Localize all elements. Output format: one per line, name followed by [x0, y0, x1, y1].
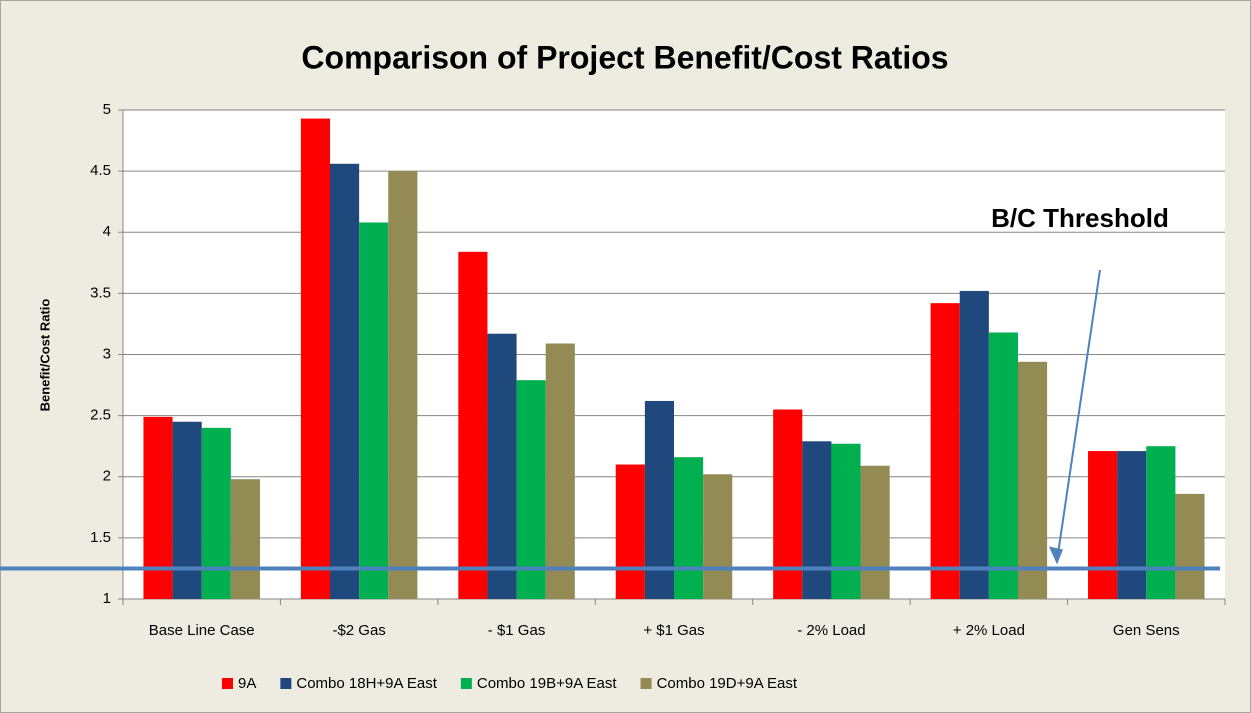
bar: [703, 474, 733, 599]
bar: [516, 380, 546, 599]
legend-label: 9A: [238, 675, 256, 692]
bar: [545, 343, 575, 599]
bar: [143, 416, 173, 599]
y-tick-label: 1: [103, 590, 111, 607]
x-tick-label: + $1 Gas: [643, 622, 704, 639]
x-tick-label: - $1 Gas: [488, 622, 546, 639]
y-axis-label: Benefit/Cost Ratio: [37, 299, 52, 412]
legend-label: Combo 19D+9A East: [657, 675, 798, 692]
y-tick-label: 1.5: [90, 529, 111, 546]
bar: [773, 409, 803, 599]
bar: [388, 171, 418, 599]
y-tick-label: 3: [103, 345, 111, 362]
x-tick-label: - 2% Load: [797, 622, 865, 639]
bar: [487, 333, 517, 599]
bar: [615, 464, 645, 599]
legend-swatch: [222, 678, 233, 689]
bar: [201, 427, 231, 599]
y-tick-label: 2.5: [90, 407, 111, 424]
bar: [458, 251, 488, 599]
bar: [988, 332, 1018, 599]
bar: [359, 222, 389, 599]
y-tick-label: 4.5: [90, 162, 111, 179]
legend-swatch: [460, 678, 472, 689]
y-tick-label: 5: [103, 101, 111, 118]
x-tick-label: Base Line Case: [149, 622, 255, 639]
threshold-arrowhead: [1049, 546, 1063, 565]
threshold-label: B/C Threshold: [991, 203, 1169, 233]
threshold-arrow: [1056, 269, 1101, 561]
bar: [860, 465, 890, 599]
y-tick-label: 4: [103, 223, 111, 240]
x-tick-label: -$2 Gas: [332, 622, 385, 639]
y-tick-label: 3.5: [90, 284, 111, 301]
x-tick-label: + 2% Load: [953, 622, 1025, 639]
chart-title: Comparison of Project Benefit/Cost Ratio…: [301, 39, 948, 75]
bar: [230, 479, 260, 599]
legend-label: Combo 18H+9A East: [296, 675, 437, 692]
bar: [1017, 361, 1048, 599]
legend-swatch: [280, 678, 292, 689]
bar: [930, 303, 960, 599]
x-tick-label: Gen Sens: [1113, 622, 1180, 639]
legend-swatch: [640, 678, 652, 689]
bar: [959, 290, 989, 599]
bar: [644, 400, 674, 599]
bar: [1117, 451, 1147, 599]
bar: [172, 421, 202, 599]
legend-label: Combo 19B+9A East: [477, 675, 618, 692]
bar: [330, 163, 360, 600]
bar: [1175, 493, 1205, 599]
bar: [1088, 451, 1118, 599]
bar: [674, 457, 704, 599]
bar: [300, 118, 331, 600]
bar: [831, 443, 861, 599]
bar: [802, 441, 832, 599]
bar: [1146, 446, 1176, 599]
y-tick-label: 2: [103, 468, 111, 485]
